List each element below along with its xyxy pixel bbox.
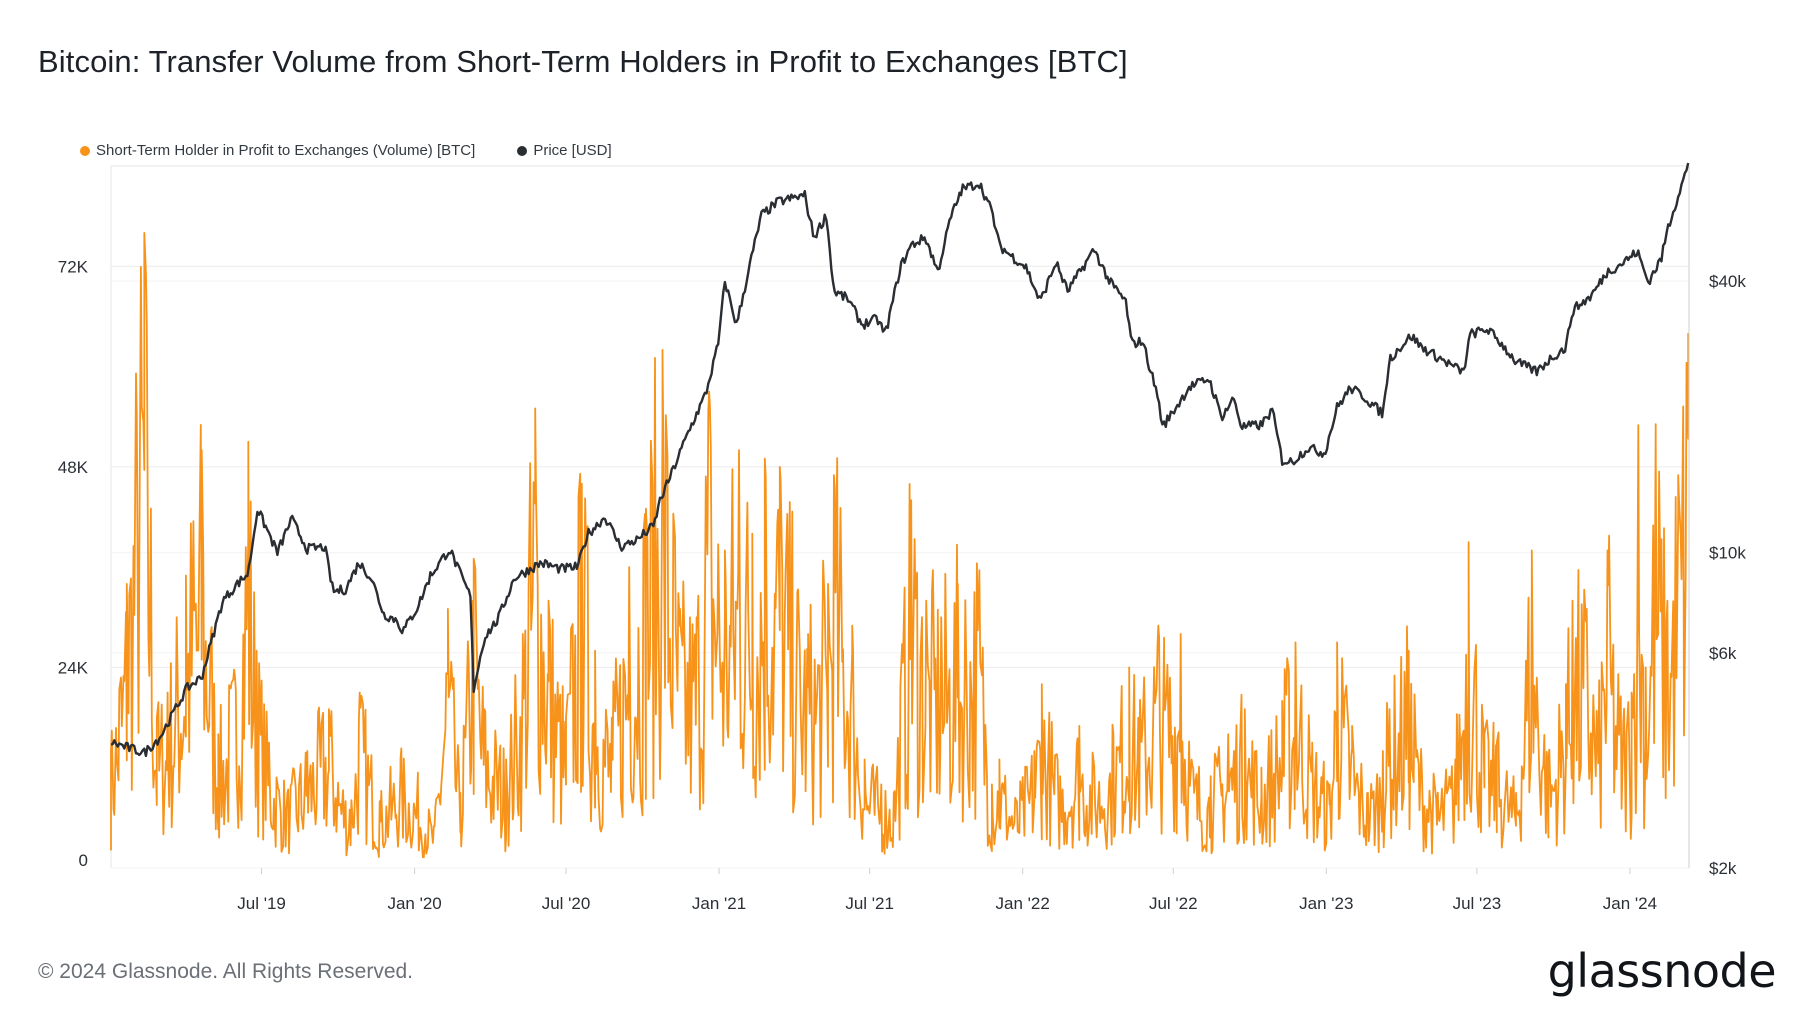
right-tick-label: $40k [1709, 272, 1746, 291]
x-tick-label: Jul '20 [542, 894, 591, 913]
x-tick-label: Jul '22 [1149, 894, 1198, 913]
copyright: © 2024 Glassnode. All Rights Reserved. [38, 960, 414, 983]
right-tick-label: $2k [1709, 859, 1737, 878]
x-tick-label: Jan '23 [1299, 894, 1353, 913]
left-tick-label: 24K [58, 658, 89, 677]
left-tick-label: 72K [58, 257, 89, 276]
x-tick-label: Jan '22 [996, 894, 1050, 913]
right-tick-label: $10k [1709, 544, 1746, 563]
x-tick-label: Jul '21 [845, 894, 894, 913]
x-axis-ticks: Jul '19 Jan '20 Jul '20 Jan '21 Jul '21 Jan '… [237, 868, 1657, 913]
right-axis-ticks: $2k $6k $10k $40k [1709, 272, 1746, 878]
x-tick-label: Jul '19 [237, 894, 286, 913]
right-tick-label: $6k [1709, 644, 1737, 663]
legend-volume-label: Short-Term Holder in Profit to Exchanges… [96, 142, 476, 159]
price-series [110, 162, 1690, 758]
legend-item-price[interactable]: Price [USD] [517, 142, 612, 159]
left-axis-ticks: 0 24K 48K 72K [58, 257, 89, 870]
x-tick-label: Jan '21 [692, 894, 746, 913]
chart-title: Bitcoin: Transfer Volume from Short-Term… [38, 44, 1128, 79]
grid-lines [111, 265, 1689, 869]
glassnode-logo: glassnode [1547, 944, 1777, 998]
left-tick-label: 48K [58, 458, 89, 477]
volume-series [110, 232, 1690, 859]
left-tick-label: 0 [79, 851, 88, 870]
x-tick-label: Jan '24 [1603, 894, 1657, 913]
legend-price-label: Price [USD] [533, 142, 612, 159]
x-tick-label: Jan '20 [387, 894, 441, 913]
volume-line [110, 232, 1690, 859]
legend-volume-marker [80, 145, 90, 156]
x-tick-label: Jul '23 [1453, 894, 1502, 913]
legend-price-marker [517, 145, 528, 156]
price-line [110, 162, 1690, 758]
legend: Short-Term Holder in Profit to Exchanges… [80, 142, 612, 159]
legend-item-volume[interactable]: Short-Term Holder in Profit to Exchanges… [80, 142, 475, 159]
